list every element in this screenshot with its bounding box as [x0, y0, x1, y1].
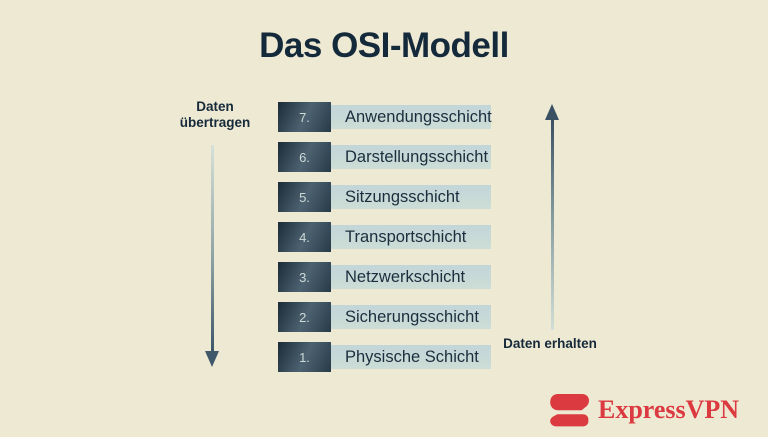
layer-name-label: Transportschicht [331, 225, 491, 249]
layer-number-badge: 6. [278, 142, 331, 172]
arrow-up-icon [551, 119, 554, 330]
layer-number-badge: 3. [278, 262, 331, 292]
layer-name-label: Anwendungsschicht [331, 105, 492, 129]
layer-number-badge: 5. [278, 182, 331, 212]
page-title: Das OSI-Modell [259, 26, 509, 65]
data-received-label: Daten erhalten [503, 336, 597, 351]
layer-row-4: 4. Transportschicht [278, 222, 491, 252]
expressvpn-wordmark: ExpressVPN [598, 395, 740, 424]
layer-row-5: 5. Sitzungsschicht [278, 182, 491, 212]
arrow-up-head-icon [545, 104, 559, 120]
layer-name-label: Sitzungsschicht [331, 185, 491, 209]
layer-row-3: 3. Netzwerkschicht [278, 262, 491, 292]
layer-number-badge: 2. [278, 302, 331, 332]
arrow-down-icon [211, 145, 214, 352]
layer-row-2: 2. Sicherungsschicht [278, 302, 491, 332]
layer-number-badge: 4. [278, 222, 331, 252]
layer-name-label: Physische Schicht [331, 345, 491, 369]
expressvpn-lightning-e-icon [550, 394, 589, 427]
layer-row-7: 7. Anwendungsschicht [278, 102, 492, 132]
layer-number-badge: 7. [278, 102, 331, 132]
layer-name-label: Darstellungsschicht [331, 145, 491, 169]
layer-stack: 7. Anwendungsschicht 6. Darstellungsschi… [278, 102, 492, 382]
layer-row-1: 1. Physische Schicht [278, 342, 491, 372]
layer-row-6: 6. Darstellungsschicht [278, 142, 491, 172]
arrow-down-head-icon [205, 351, 219, 367]
layer-number-badge: 1. [278, 342, 331, 372]
layer-name-label: Sicherungsschicht [331, 305, 491, 329]
layer-name-label: Netzwerkschicht [331, 265, 491, 289]
expressvpn-logo: ExpressVPN [549, 393, 739, 427]
data-sent-label: Daten übertragen [179, 99, 251, 130]
